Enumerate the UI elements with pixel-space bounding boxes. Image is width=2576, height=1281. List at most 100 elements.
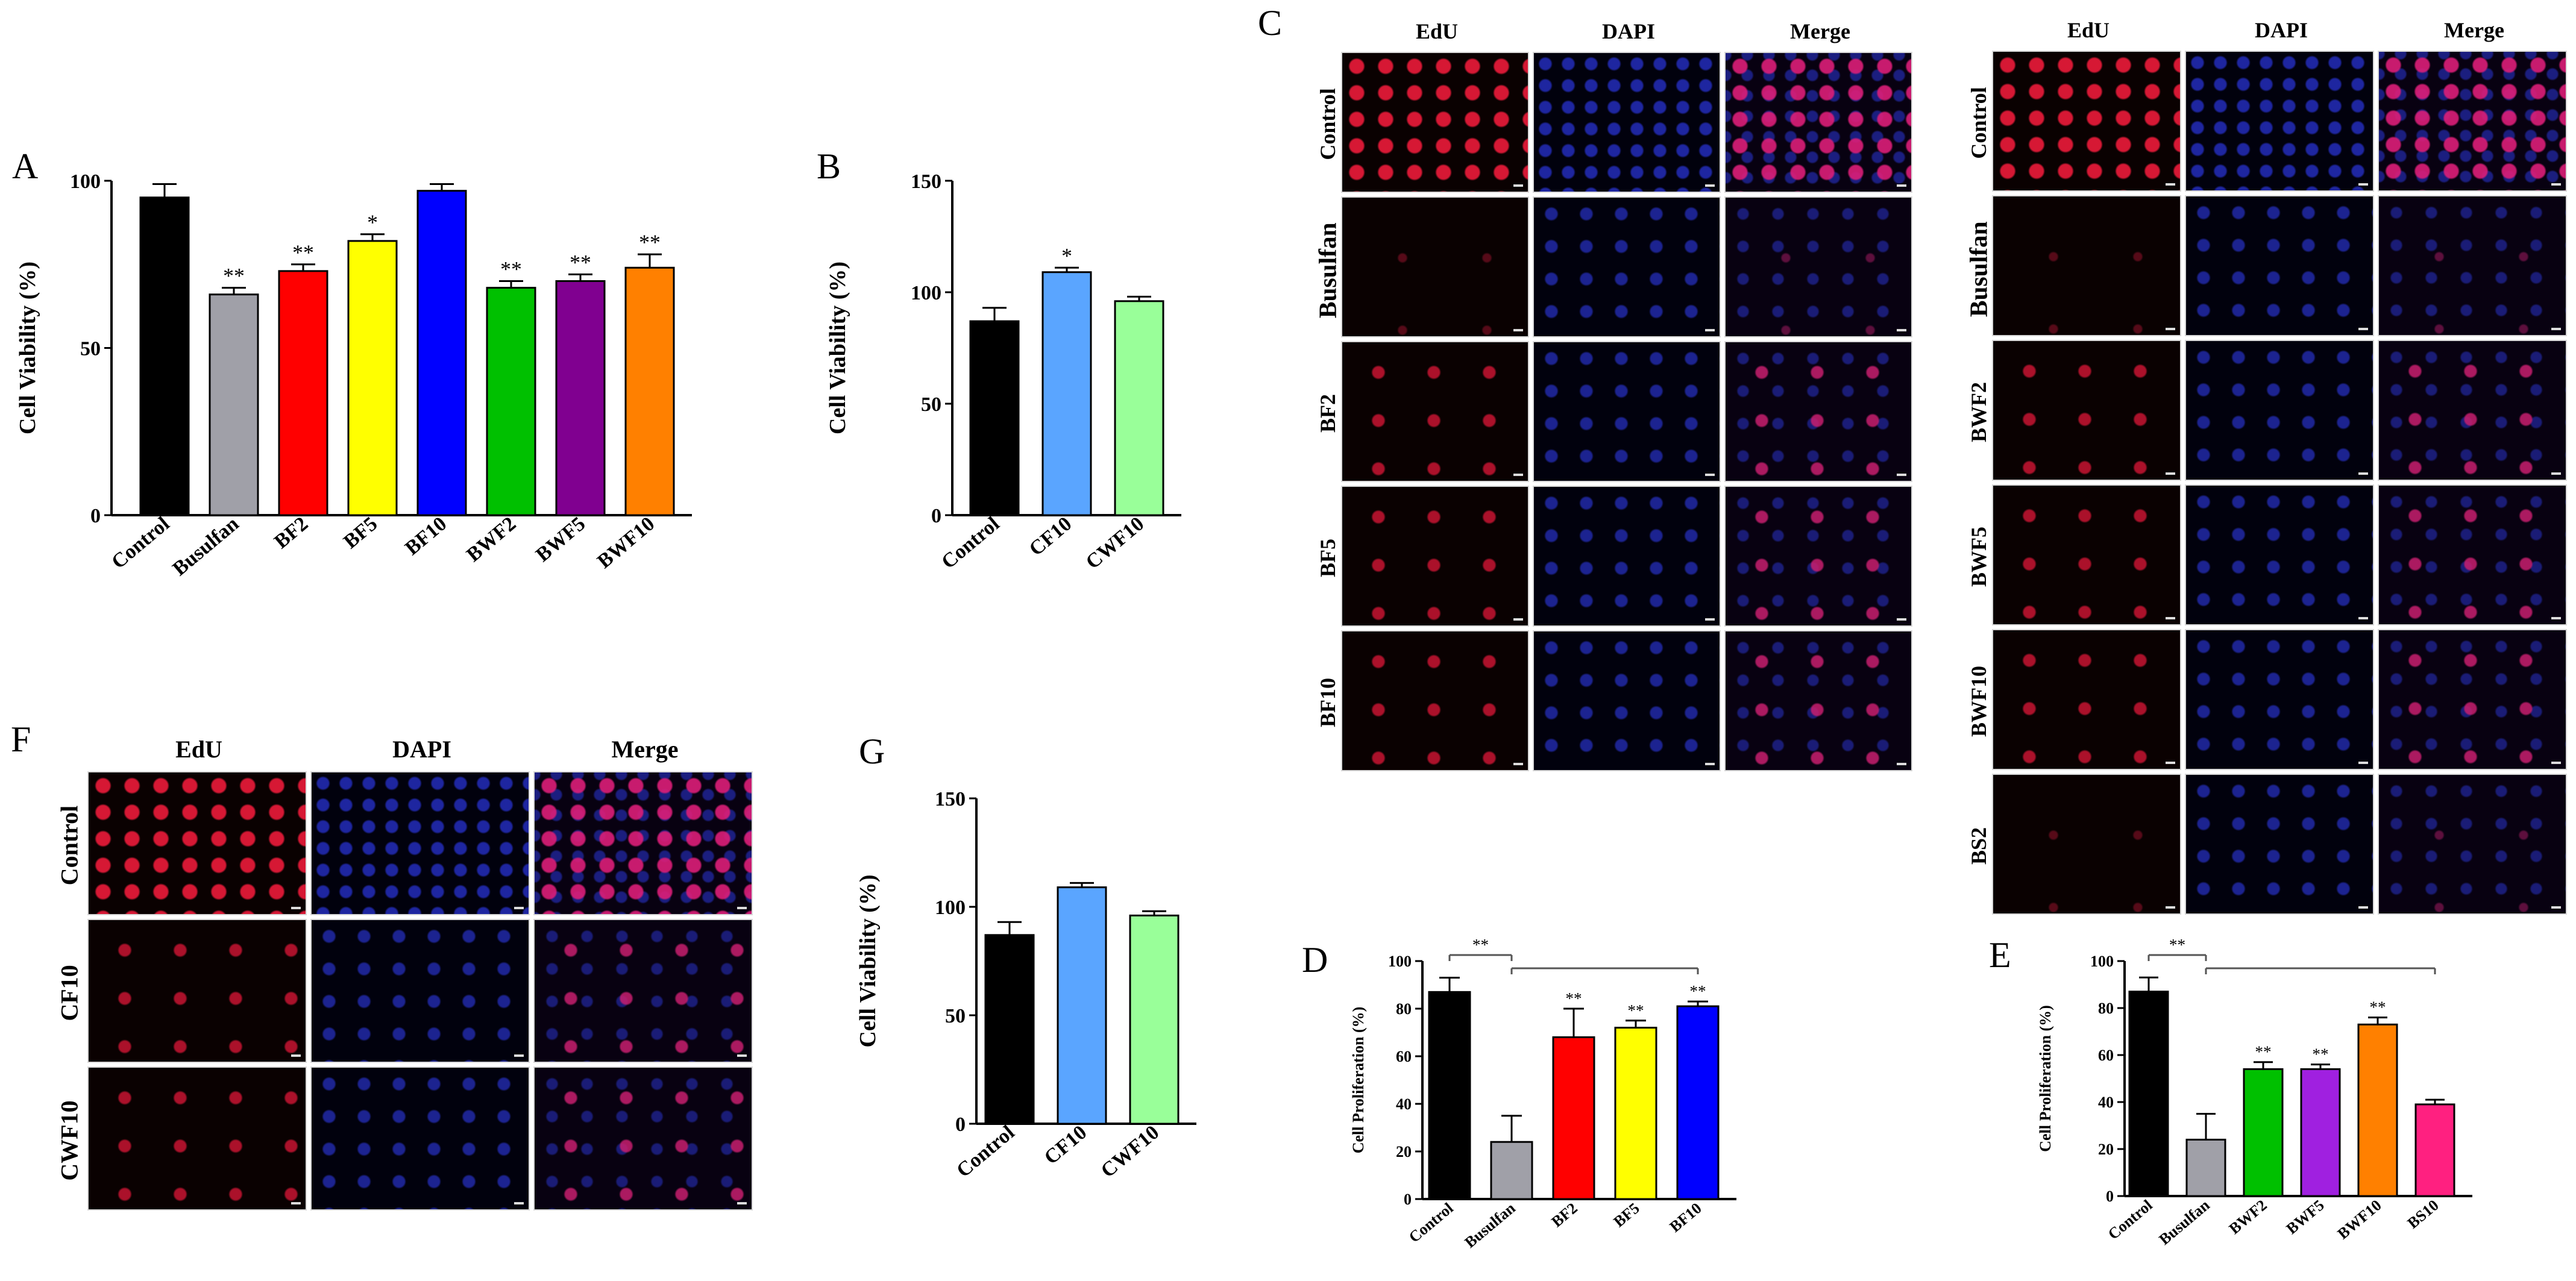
micrograph-cwf10-edu <box>87 1066 307 1211</box>
micrograph-busulfan-edu <box>1341 196 1529 337</box>
x-tick-label-busulfan: Busulfan <box>169 513 243 580</box>
micrograph-bf2-dapi <box>1533 341 1721 482</box>
x-tick-label-bf5: BF5 <box>1610 1199 1643 1230</box>
micrograph-control-merge <box>2378 51 2567 192</box>
micrograph-control-edu <box>1341 52 1529 193</box>
x-tick-label-busulfan: Busulfan <box>2156 1196 2213 1248</box>
micrograph-bf5-dapi <box>1533 486 1721 627</box>
significance-bf5: ** <box>1627 1001 1644 1019</box>
x-tick-label-bwf10: BWF10 <box>593 513 659 573</box>
x-tick-label-bwf5: BWF5 <box>532 513 589 566</box>
bar-bf2 <box>278 270 328 516</box>
row-label-control: Control <box>1316 88 1340 160</box>
significance-bwf10: ** <box>639 230 661 254</box>
y-tick-label: 150 <box>911 171 941 193</box>
significance-bf5: * <box>367 210 378 234</box>
micrograph-bwf5-merge <box>2378 484 2567 625</box>
significance-bf10: ** <box>1689 982 1706 1000</box>
micrograph-bs2-dapi <box>2185 774 2374 915</box>
row-label-bf5: BF5 <box>1316 539 1340 578</box>
micrograph-busulfan-edu <box>1992 195 2181 336</box>
micrograph-bwf5-dapi <box>2185 484 2374 625</box>
y-tick-label: 0 <box>1404 1191 1412 1208</box>
panel-label-f: F <box>11 719 31 759</box>
y-tick-label: 150 <box>935 788 966 810</box>
x-tick-label-bf2: BF2 <box>1548 1199 1581 1230</box>
micrograph-busulfan-dapi <box>2185 195 2374 336</box>
y-tick-label: 60 <box>2098 1047 2114 1064</box>
chart-d-cell-proliferation: 0 20 40 60 80 100 Cell Proliferation (%) Contro… <box>1349 936 1736 1251</box>
row-label-cwf10: CWF10 <box>55 1100 83 1181</box>
micrograph-bwf2-dapi <box>2185 340 2374 481</box>
micrograph-bwf10-merge <box>2378 629 2567 770</box>
significance-bf2: ** <box>1565 989 1582 1007</box>
bar-bwf2 <box>486 287 536 516</box>
chart-b-cell-viability: 0 50 100 150 Cell Viability (%) Control * CF10 C… <box>825 171 1181 574</box>
micrograph-control-dapi <box>310 771 530 915</box>
micrograph-bf10-edu <box>1341 630 1529 771</box>
micrograph-bwf2-edu <box>1992 340 2181 481</box>
bar-bwf10 <box>2357 1023 2398 1197</box>
significance-busulfan: ** <box>223 264 245 288</box>
bar-bwf5 <box>2300 1068 2341 1197</box>
row-label-bwf5: BWF5 <box>1967 527 1991 587</box>
micrograph-bf2-edu <box>1341 341 1529 482</box>
panel-label-c: C <box>1258 3 1283 43</box>
row-label-control: Control <box>1967 87 1991 159</box>
y-tick-label: 100 <box>911 282 941 304</box>
micrograph-cf10-merge <box>533 919 753 1063</box>
micrograph-bs2-edu <box>1992 774 2181 915</box>
row-label-bwf10: BWF10 <box>1967 666 1991 738</box>
y-axis-label: Cell Proliferation (%) <box>2037 1005 2054 1152</box>
panel-label-d: D <box>1302 940 1328 980</box>
bar-cf10 <box>1041 271 1092 516</box>
micrograph-control-merge <box>533 771 753 915</box>
x-tick-label-bf10: BF10 <box>1667 1199 1705 1235</box>
row-label-cf10: CF10 <box>55 964 83 1021</box>
row-label-busulfan: Busulfan <box>1964 221 1993 318</box>
column-header-merge: Merge <box>1790 19 1850 43</box>
micrograph-bf2-merge <box>1724 341 1912 482</box>
significance-bwf5: ** <box>2312 1045 2328 1063</box>
significance-cf10: * <box>1061 243 1072 268</box>
y-tick-label: 50 <box>921 393 941 416</box>
y-tick-label: 100 <box>935 897 966 919</box>
bar-busulfan <box>2185 1138 2226 1197</box>
micrograph-cf10-dapi <box>310 919 530 1063</box>
micrograph-control-merge <box>1724 52 1912 193</box>
y-tick-label: 50 <box>80 337 101 360</box>
bar-bwf5 <box>555 280 606 516</box>
micrograph-control-edu <box>1992 51 2181 192</box>
x-tick-label-bwf2: BWF2 <box>462 513 520 566</box>
bar-bwf2 <box>2243 1068 2284 1197</box>
column-header-edu: EdU <box>1415 19 1459 43</box>
micrograph-bf5-edu <box>1341 486 1529 627</box>
micrograph-cwf10-merge <box>533 1066 753 1211</box>
row-label-bf10: BF10 <box>1316 678 1340 728</box>
bar-bf10 <box>416 190 467 516</box>
row-label-bwf2: BWF2 <box>1967 382 1991 443</box>
y-axis-label: Cell Proliferation (%) <box>1349 1007 1367 1154</box>
bar-bwf10 <box>624 266 675 516</box>
micrograph-bwf5-edu <box>1992 484 2181 625</box>
panel-label-a: A <box>12 146 39 186</box>
y-tick-label: 100 <box>2090 953 2114 970</box>
micrograph-busulfan-merge <box>1724 196 1912 337</box>
row-label-bs2: BS2 <box>1967 827 1991 865</box>
y-tick-label: 0 <box>2106 1188 2114 1205</box>
micrograph-bwf10-dapi <box>2185 629 2374 770</box>
comparison-bracket-label: ** <box>2169 936 2185 954</box>
x-tick-label-bwf5: BWF5 <box>2283 1196 2328 1238</box>
bar-busulfan <box>1490 1141 1533 1200</box>
x-tick-label-cf10: CF10 <box>1025 513 1076 560</box>
y-axis-label: Cell Viability (%) <box>825 262 850 434</box>
micrograph-control-dapi <box>2185 51 2374 192</box>
micrograph-bs2-merge <box>2378 774 2567 915</box>
column-header-edu: EdU <box>175 736 222 763</box>
x-tick-label-busulfan: Busulfan <box>1462 1199 1519 1251</box>
y-tick-label: 100 <box>1388 953 1412 970</box>
bar-cwf10 <box>1129 914 1180 1125</box>
bar-bf5 <box>1614 1027 1657 1200</box>
y-tick-label: 50 <box>945 1005 966 1027</box>
